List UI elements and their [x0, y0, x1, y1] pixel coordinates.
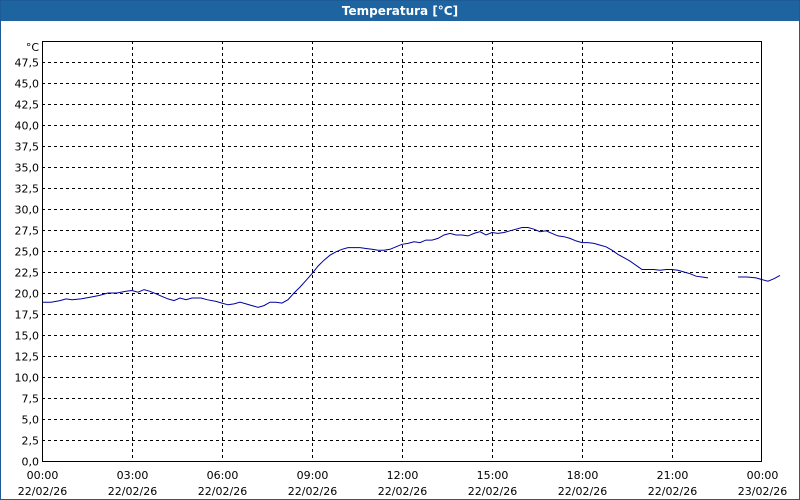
- x-tick-date: 22/02/26: [18, 485, 67, 498]
- x-tick-time: 21:00: [657, 469, 689, 482]
- x-tick-time: 06:00: [207, 469, 239, 482]
- y-tick-label: 42,5: [15, 99, 40, 112]
- temperature-chart: 0,0 2,5 5,0 7,5 10,0 12,5 15,0 17,5 20,0 22,5 25,0…: [15, 41, 788, 498]
- y-tick-label: 20,0: [15, 288, 40, 301]
- y-tick-label: 17,5: [15, 309, 40, 322]
- y-tick-label: 0,0: [22, 456, 40, 469]
- x-tick-time: 03:00: [117, 469, 149, 482]
- x-tick-time: 15:00: [477, 469, 509, 482]
- x-tick-date: 22/02/26: [288, 485, 337, 498]
- y-tick-label: 40,0: [15, 120, 40, 133]
- x-tick-time: 12:00: [387, 469, 419, 482]
- temperature-line: [738, 274, 781, 282]
- x-tick-time: 00:00: [27, 469, 59, 482]
- y-tick-label: 45,0: [15, 78, 40, 91]
- x-tick-date: 22/02/26: [108, 485, 157, 498]
- tick-labels: 0,0 2,5 5,0 7,5 10,0 12,5 15,0 17,5 20,0 22,5 25,0…: [15, 41, 788, 498]
- y-tick-label: 2,5: [22, 435, 40, 448]
- grid: [42, 41, 762, 461]
- y-tick-label: 22,5: [15, 267, 40, 280]
- y-tick-label: 32,5: [15, 183, 40, 196]
- y-tick-label: 7,5: [22, 393, 40, 406]
- x-tick-time: 00:00: [747, 469, 779, 482]
- plot-frame: [42, 41, 762, 462]
- y-tick-label: 12,5: [15, 351, 40, 364]
- x-tick-date: 22/02/26: [198, 485, 247, 498]
- y-tick-label: 25,0: [15, 246, 40, 259]
- series-lines: [42, 227, 781, 308]
- chart-title: Temperatura [°C]: [1, 1, 799, 21]
- y-tick-label: 5,0: [22, 414, 40, 427]
- y-tick-label: 27,5: [15, 225, 40, 238]
- x-tick-date: 22/02/26: [558, 485, 607, 498]
- x-tick-time: 09:00: [297, 469, 329, 482]
- axes: [42, 41, 762, 462]
- temperature-line: [42, 227, 709, 308]
- y-tick-label: 15,0: [15, 330, 40, 343]
- y-axis-unit: °C: [26, 41, 40, 54]
- x-tick-date: 22/02/26: [378, 485, 427, 498]
- x-tick-date: 22/02/26: [648, 485, 697, 498]
- y-tick-label: 37,5: [15, 141, 40, 154]
- y-tick-label: 47,5: [15, 57, 40, 70]
- x-tick-date: 22/02/26: [468, 485, 517, 498]
- y-tick-label: 30,0: [15, 204, 40, 217]
- y-tick-label: 35,0: [15, 162, 40, 175]
- x-tick-time: 18:00: [567, 469, 599, 482]
- x-tick-date: 23/02/26: [738, 485, 787, 498]
- y-tick-label: 10,0: [15, 372, 40, 385]
